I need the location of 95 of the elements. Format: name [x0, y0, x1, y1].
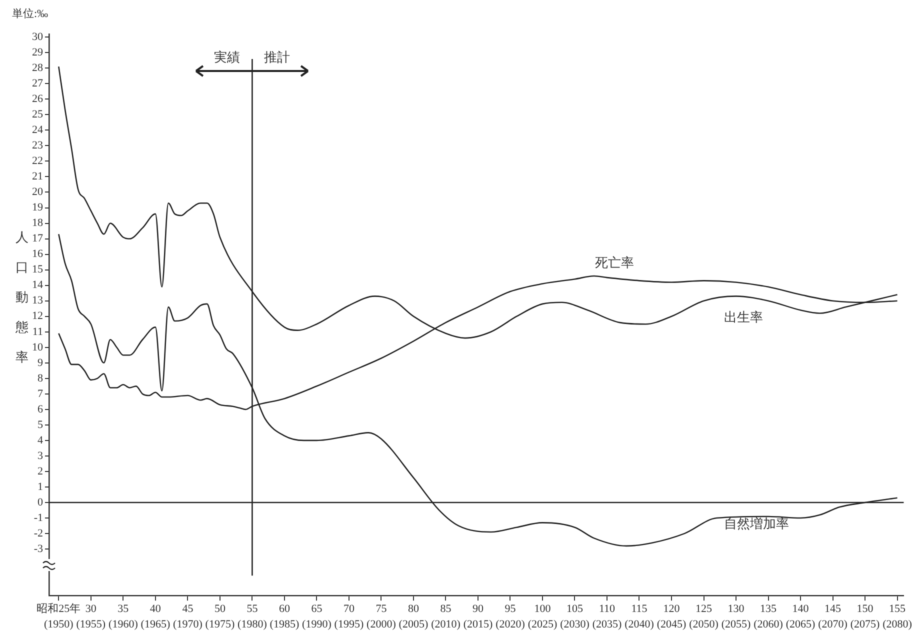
y-tick-label: 24	[32, 124, 44, 136]
x-tick-label: 135	[760, 603, 778, 616]
y-tick-label: 11	[32, 326, 43, 338]
series-label: 出生率	[724, 310, 764, 325]
x2-tick-label: (1970)	[173, 618, 203, 630]
x-tick-label: 100	[534, 603, 552, 616]
x-tick-label: 150	[856, 603, 874, 616]
y-tick-label: 18	[32, 217, 44, 230]
series-label: 死亡率	[594, 254, 634, 270]
y-tick-label: 23	[32, 140, 44, 152]
x-tick-label: 70	[343, 603, 355, 616]
x2-tick-label: (2080)	[882, 618, 912, 630]
x-tick-label: 90	[472, 603, 484, 616]
x2-tick-label: (2030)	[560, 618, 590, 630]
x2-tick-label: (2005)	[398, 618, 428, 630]
x2-tick-label: (2050)	[689, 618, 719, 630]
y-tick-label: 7	[38, 388, 44, 400]
y-tick-label: 15	[32, 264, 44, 276]
y-tick-label: 16	[32, 248, 44, 260]
x2-tick-label: (2020)	[496, 618, 526, 630]
y-tick-label: 12	[32, 310, 43, 322]
y-tick-label: 29	[32, 46, 44, 59]
x-tick-label: 140	[792, 603, 810, 616]
y-tick-label: 9	[38, 356, 44, 369]
x-tick-label: 65	[311, 603, 323, 616]
x2-tick-label: (2025)	[528, 618, 558, 630]
x-tick-label: 30	[85, 603, 97, 616]
series-label: 自然増加率	[724, 516, 790, 531]
x-tick-label: 昭和25年	[36, 602, 81, 616]
x-tick-label: 155	[889, 603, 906, 616]
y-tick-label: 27	[32, 78, 44, 90]
x-tick-label: 35	[118, 603, 130, 616]
y-tick-label: 25	[32, 108, 44, 121]
y-tick-label: 17	[32, 232, 44, 245]
x-tick-label: 60	[278, 603, 290, 616]
y-tick-label: 28	[32, 62, 44, 74]
x2-tick-label: (2045)	[656, 618, 686, 630]
x-tick-label: 85	[440, 603, 452, 616]
x2-tick-label: (1975)	[205, 618, 235, 630]
x2-tick-label: (2035)	[592, 618, 622, 630]
annotation: 推計	[264, 49, 290, 64]
x-tick-label: 145	[824, 603, 842, 616]
x2-tick-label: (2040)	[624, 618, 654, 630]
y-tick-label: 5	[38, 418, 44, 431]
y-tick-label: 22	[32, 155, 43, 168]
x-tick-label: 115	[631, 603, 648, 616]
x2-tick-label: (1955)	[76, 618, 106, 630]
y-tick-label: 0	[38, 496, 44, 508]
x-tick-label: 120	[663, 603, 680, 616]
x2-tick-label: (1950)	[44, 618, 74, 630]
y-tick-label: -2	[34, 527, 43, 540]
x2-tick-label: (2000)	[366, 618, 396, 630]
y-tick-label: 13	[32, 294, 44, 307]
y-tick-label: 30	[32, 30, 44, 43]
x-tick-label: 80	[408, 603, 420, 616]
x2-tick-label: (2015)	[463, 618, 493, 630]
x2-tick-label: (1990)	[302, 618, 332, 630]
y-tick-label: 3	[38, 450, 44, 462]
x2-tick-label: (1965)	[140, 618, 170, 630]
y-tick-label: 10	[32, 341, 44, 354]
y-tick-label: -1	[34, 512, 43, 524]
x-tick-label: 50	[214, 603, 226, 616]
y-tick-label: 20	[32, 186, 44, 198]
y-axis-title: 人口動態率	[14, 229, 28, 364]
y-tick-label: 6	[38, 403, 44, 416]
y-tick-label: 8	[38, 372, 44, 384]
x2-tick-label: (2065)	[786, 618, 816, 630]
x2-tick-label: (2070)	[818, 618, 848, 630]
y-tick-label: 14	[32, 279, 44, 292]
x2-tick-label: (2055)	[721, 618, 752, 630]
x-tick-label: 45	[182, 603, 194, 616]
y-tick-label: 4	[38, 434, 44, 446]
x2-tick-label: (2060)	[754, 618, 784, 630]
x-tick-label: 125	[696, 603, 712, 616]
annotation: 実績	[214, 49, 240, 64]
y-tick-label: -3	[34, 542, 44, 555]
x-tick-label: 55	[246, 603, 258, 616]
y-tick-label: 1	[38, 480, 43, 493]
x2-tick-label: (1960)	[108, 618, 138, 630]
x2-tick-label: (1985)	[270, 618, 300, 630]
x-tick-label: 105	[566, 603, 584, 616]
x-tick-label: 110	[598, 603, 616, 616]
x2-tick-label: (2075)	[850, 618, 880, 630]
x-tick-label: 130	[728, 603, 745, 616]
text: 単位:‰	[12, 8, 48, 20]
y-tick-label: 19	[32, 202, 44, 214]
x2-tick-label: (1980)	[238, 618, 268, 630]
x2-tick-label: (1995)	[334, 618, 364, 630]
x2-tick-label: (2010)	[431, 618, 461, 630]
y-tick-label: 26	[32, 93, 44, 106]
x-tick-label: 95	[504, 603, 516, 616]
y-tick-label: 2	[38, 465, 43, 478]
y-tick-label: 21	[32, 170, 43, 183]
x-tick-label: 40	[150, 603, 162, 616]
x-tick-label: 75	[376, 603, 388, 616]
